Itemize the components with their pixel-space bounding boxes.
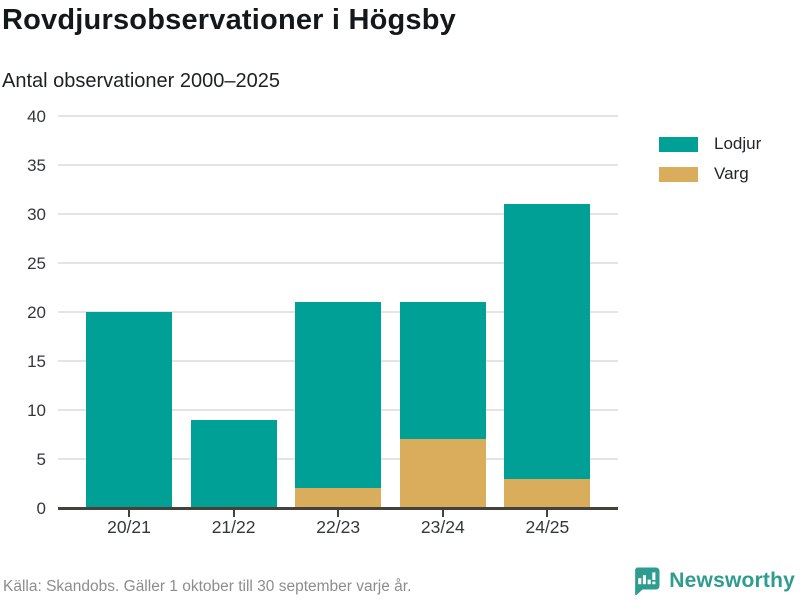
x-axis-line (58, 507, 618, 510)
newsworthy-icon (635, 567, 660, 596)
brand-logo: Newsworthy (632, 566, 795, 596)
bar-segment-lodjur-21/22 (190, 419, 277, 508)
y-axis-tick-label: 0 (36, 499, 46, 518)
x-axis-tick (441, 510, 444, 517)
legend-label: Varg (714, 164, 749, 183)
x-axis-tick (546, 510, 549, 517)
y-axis-tick-label: 15 (27, 352, 46, 371)
x-axis-tick-label: 21/22 (211, 517, 256, 537)
bar-segment-lodjur-24/25 (504, 204, 591, 479)
x-axis-tick (232, 510, 235, 517)
bar-segment-lodjur-20/21 (86, 312, 172, 508)
x-axis-tick (337, 510, 340, 517)
x-axis-tick-label: 20/21 (107, 517, 151, 537)
legend-item-varg: Varg (659, 164, 761, 184)
x-axis-tick-label: 22/23 (316, 517, 361, 537)
x-axis-tick (128, 510, 130, 517)
source-note: Källa: Skandobs. Gäller 1 oktober till 3… (3, 578, 412, 595)
y-axis-tick-label: 20 (27, 303, 46, 322)
y-axis-tick-label: 25 (27, 254, 46, 273)
bar-segment-varg-23/24 (399, 439, 486, 508)
x-axis-tick-label: 24/25 (525, 517, 570, 537)
gridline-y40 (58, 115, 618, 117)
chart-legend: Lodjur Varg (659, 134, 761, 184)
legend-item-lodjur: Lodjur (659, 134, 761, 154)
y-axis-tick-label: 10 (27, 401, 46, 420)
bar-segment-lodjur-23/24 (399, 302, 486, 440)
brand-name: Newsworthy (669, 569, 795, 592)
y-axis-tick-label: 40 (27, 107, 46, 126)
page-title: Rovdjursobservationer i Högsby (2, 4, 456, 36)
bar-segment-varg-24/25 (504, 478, 591, 508)
y-axis-tick-label: 35 (27, 156, 46, 175)
legend-swatch-lodjur (659, 136, 698, 152)
y-axis-tick-label: 30 (27, 205, 46, 224)
y-axis-tick-label: 5 (36, 450, 46, 469)
gridline-y30 (58, 213, 618, 215)
chart-subtitle: Antal observationer 2000–2025 (2, 70, 280, 92)
gridline-y35 (58, 164, 618, 166)
legend-label: Lodjur (714, 134, 762, 153)
x-axis-tick-label: 23/24 (420, 517, 465, 537)
bar-segment-lodjur-22/23 (295, 302, 382, 489)
gridline-y25 (58, 262, 618, 264)
bar-segment-varg-22/23 (295, 488, 382, 508)
legend-swatch-varg (659, 166, 698, 182)
